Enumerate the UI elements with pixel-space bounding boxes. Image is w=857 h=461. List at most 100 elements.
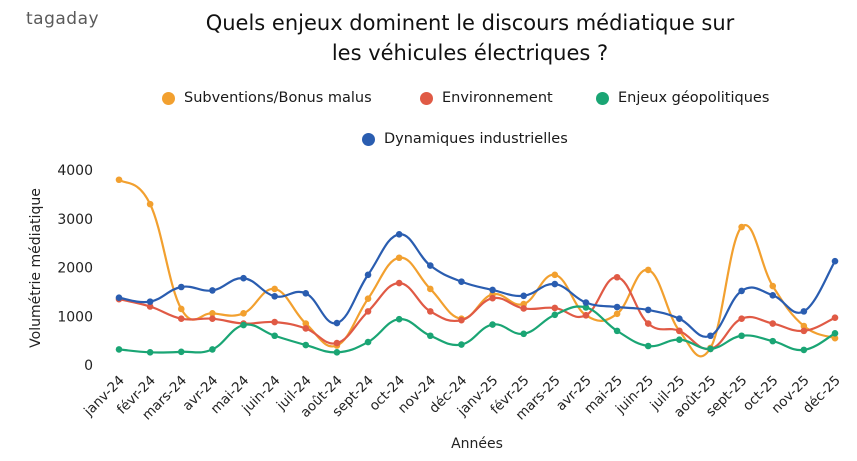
data-point[interactable] (177, 315, 185, 322)
data-point[interactable] (395, 254, 403, 262)
data-point[interactable] (209, 315, 216, 322)
data-point[interactable] (427, 262, 434, 269)
legend-item-geopolitiques[interactable]: Enjeux géopolitiques (596, 90, 769, 106)
data-point[interactable] (427, 308, 434, 315)
data-point[interactable] (613, 310, 621, 318)
data-point[interactable] (582, 311, 590, 319)
data-point[interactable] (738, 332, 745, 340)
data-point[interactable] (738, 287, 745, 295)
data-point[interactable] (177, 348, 185, 356)
data-point[interactable] (302, 290, 310, 297)
data-point[interactable] (427, 285, 434, 293)
data-point[interactable] (146, 298, 154, 305)
data-point[interactable] (769, 291, 777, 299)
data-point[interactable] (395, 279, 403, 287)
data-point[interactable] (613, 327, 621, 335)
legend-marker (162, 91, 175, 105)
data-point[interactable] (458, 316, 465, 324)
data-point[interactable] (333, 319, 341, 327)
data-point[interactable] (177, 283, 185, 291)
legend-label: Dynamiques industrielles (384, 131, 568, 147)
data-point[interactable] (831, 314, 839, 322)
data-point[interactable] (831, 330, 839, 337)
data-point[interactable] (209, 310, 216, 317)
data-point[interactable] (364, 308, 372, 315)
data-point[interactable] (676, 327, 683, 335)
data-point[interactable] (364, 295, 372, 303)
data-point[interactable] (115, 176, 123, 184)
data-point[interactable] (769, 337, 777, 345)
data-point[interactable] (676, 336, 683, 343)
data-point[interactable] (489, 286, 496, 294)
chart-title-line-1: Quels enjeux dominent le discours médiat… (205, 11, 735, 35)
data-point[interactable] (333, 339, 341, 347)
data-point[interactable] (209, 287, 216, 294)
data-point[interactable] (146, 303, 154, 310)
data-point[interactable] (800, 327, 808, 335)
data-point[interactable] (364, 338, 372, 346)
data-point[interactable] (738, 223, 745, 231)
data-point[interactable] (520, 305, 527, 312)
data-point[interactable] (240, 321, 247, 329)
data-point[interactable] (551, 280, 559, 288)
data-point[interactable] (302, 341, 310, 349)
data-point[interactable] (707, 332, 714, 340)
data-point[interactable] (707, 345, 714, 353)
data-point[interactable] (115, 346, 123, 353)
data-point[interactable] (364, 271, 372, 279)
legend-item-dynamiques[interactable]: Dynamiques industrielles (362, 131, 568, 147)
data-point[interactable] (271, 332, 278, 340)
data-point[interactable] (271, 318, 278, 326)
data-point[interactable] (644, 266, 652, 274)
legend-item-environnement[interactable]: Environnement (420, 90, 553, 106)
data-point[interactable] (676, 315, 683, 322)
data-point[interactable] (489, 294, 496, 302)
series-2 (115, 304, 839, 356)
data-point[interactable] (333, 349, 341, 356)
data-point[interactable] (551, 304, 559, 312)
data-point[interactable] (146, 200, 154, 208)
data-point[interactable] (800, 346, 808, 354)
data-point[interactable] (302, 325, 310, 332)
brand-logo: tagaday (26, 9, 100, 29)
data-point[interactable] (240, 274, 247, 282)
data-point[interactable] (458, 341, 465, 348)
data-point[interactable] (427, 332, 434, 340)
data-point[interactable] (769, 282, 777, 290)
data-point[interactable] (146, 349, 154, 356)
data-point[interactable] (395, 231, 403, 238)
data-point[interactable] (644, 320, 652, 327)
legend-item-subventions[interactable]: Subventions/Bonus malus (162, 90, 372, 106)
data-point[interactable] (240, 310, 247, 317)
data-point[interactable] (831, 334, 839, 342)
data-point[interactable] (613, 303, 621, 311)
data-point[interactable] (395, 315, 403, 323)
data-point[interactable] (769, 320, 777, 327)
data-point[interactable] (520, 330, 527, 338)
series-3 (115, 231, 839, 340)
data-point[interactable] (551, 271, 559, 279)
data-point[interactable] (271, 292, 278, 300)
data-point[interactable] (177, 305, 185, 313)
data-point[interactable] (613, 273, 621, 281)
data-point[interactable] (800, 322, 808, 330)
chart-title-line-2: les véhicules électriques ? (331, 41, 609, 65)
data-point[interactable] (551, 311, 559, 319)
data-point[interactable] (644, 342, 652, 350)
data-point[interactable] (582, 299, 590, 306)
data-point[interactable] (458, 278, 465, 285)
data-point[interactable] (209, 346, 216, 353)
data-point[interactable] (302, 320, 310, 327)
data-point[interactable] (738, 315, 745, 322)
data-point[interactable] (644, 306, 652, 314)
data-point[interactable] (489, 321, 496, 328)
data-point[interactable] (800, 308, 808, 315)
data-point[interactable] (582, 304, 590, 311)
data-point[interactable] (831, 257, 839, 265)
data-point[interactable] (115, 294, 123, 302)
y-axis: 0 1000 2000 3000 4000 (57, 163, 93, 374)
data-point[interactable] (520, 292, 527, 300)
data-point[interactable] (271, 285, 278, 293)
